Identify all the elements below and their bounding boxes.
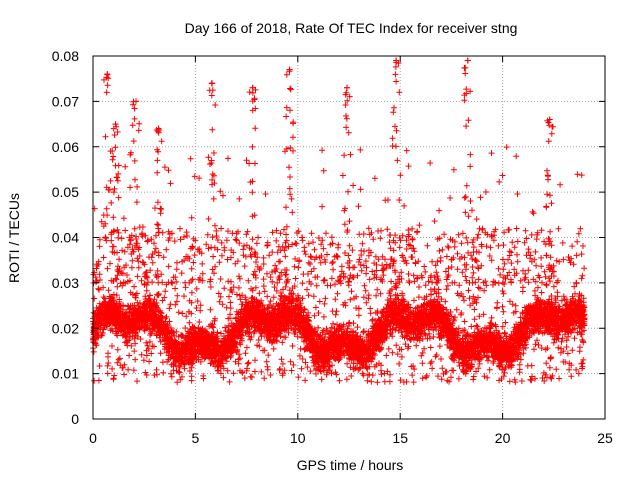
data-points bbox=[90, 57, 588, 386]
axis-ticks: 0 5 10 15 20 25 0 0.01 0.02 0.03 0.04 0.05 0.06 0.07 0… bbox=[52, 48, 613, 446]
peak-point bbox=[112, 121, 119, 128]
peak-point bbox=[133, 98, 140, 105]
peak-point bbox=[393, 57, 400, 64]
x-tick-label: 0 bbox=[89, 430, 97, 446]
peak-point bbox=[208, 80, 215, 87]
x-tick-label: 25 bbox=[597, 430, 613, 446]
y-axis-label: ROTI / TECUs bbox=[6, 193, 22, 283]
x-axis-label: GPS time / hours bbox=[297, 457, 404, 473]
peak-point bbox=[155, 125, 162, 132]
x-tick-label: 15 bbox=[392, 430, 408, 446]
y-tick-label: 0.08 bbox=[52, 48, 79, 64]
peak-point bbox=[249, 84, 256, 91]
x-tick-label: 10 bbox=[290, 430, 306, 446]
y-tick-label: 0.02 bbox=[52, 320, 79, 336]
y-tick-label: 0.07 bbox=[52, 93, 79, 109]
y-tick-label: 0 bbox=[71, 411, 79, 427]
y-tick-label: 0.05 bbox=[52, 184, 79, 200]
x-tick-label: 20 bbox=[495, 430, 511, 446]
peak-point bbox=[104, 71, 111, 78]
peak-point bbox=[546, 116, 553, 123]
peak-point bbox=[343, 84, 350, 91]
chart-title: Day 166 of 2018, Rate Of TEC Index for r… bbox=[185, 20, 518, 36]
y-tick-label: 0.04 bbox=[52, 230, 79, 246]
y-tick-label: 0.06 bbox=[52, 139, 79, 155]
y-tick-label: 0.03 bbox=[52, 275, 79, 291]
peak-point bbox=[464, 57, 471, 64]
peak-point bbox=[286, 66, 293, 73]
roti-series-markers bbox=[90, 57, 588, 386]
x-tick-label: 5 bbox=[192, 430, 200, 446]
y-tick-label: 0.01 bbox=[52, 366, 79, 382]
